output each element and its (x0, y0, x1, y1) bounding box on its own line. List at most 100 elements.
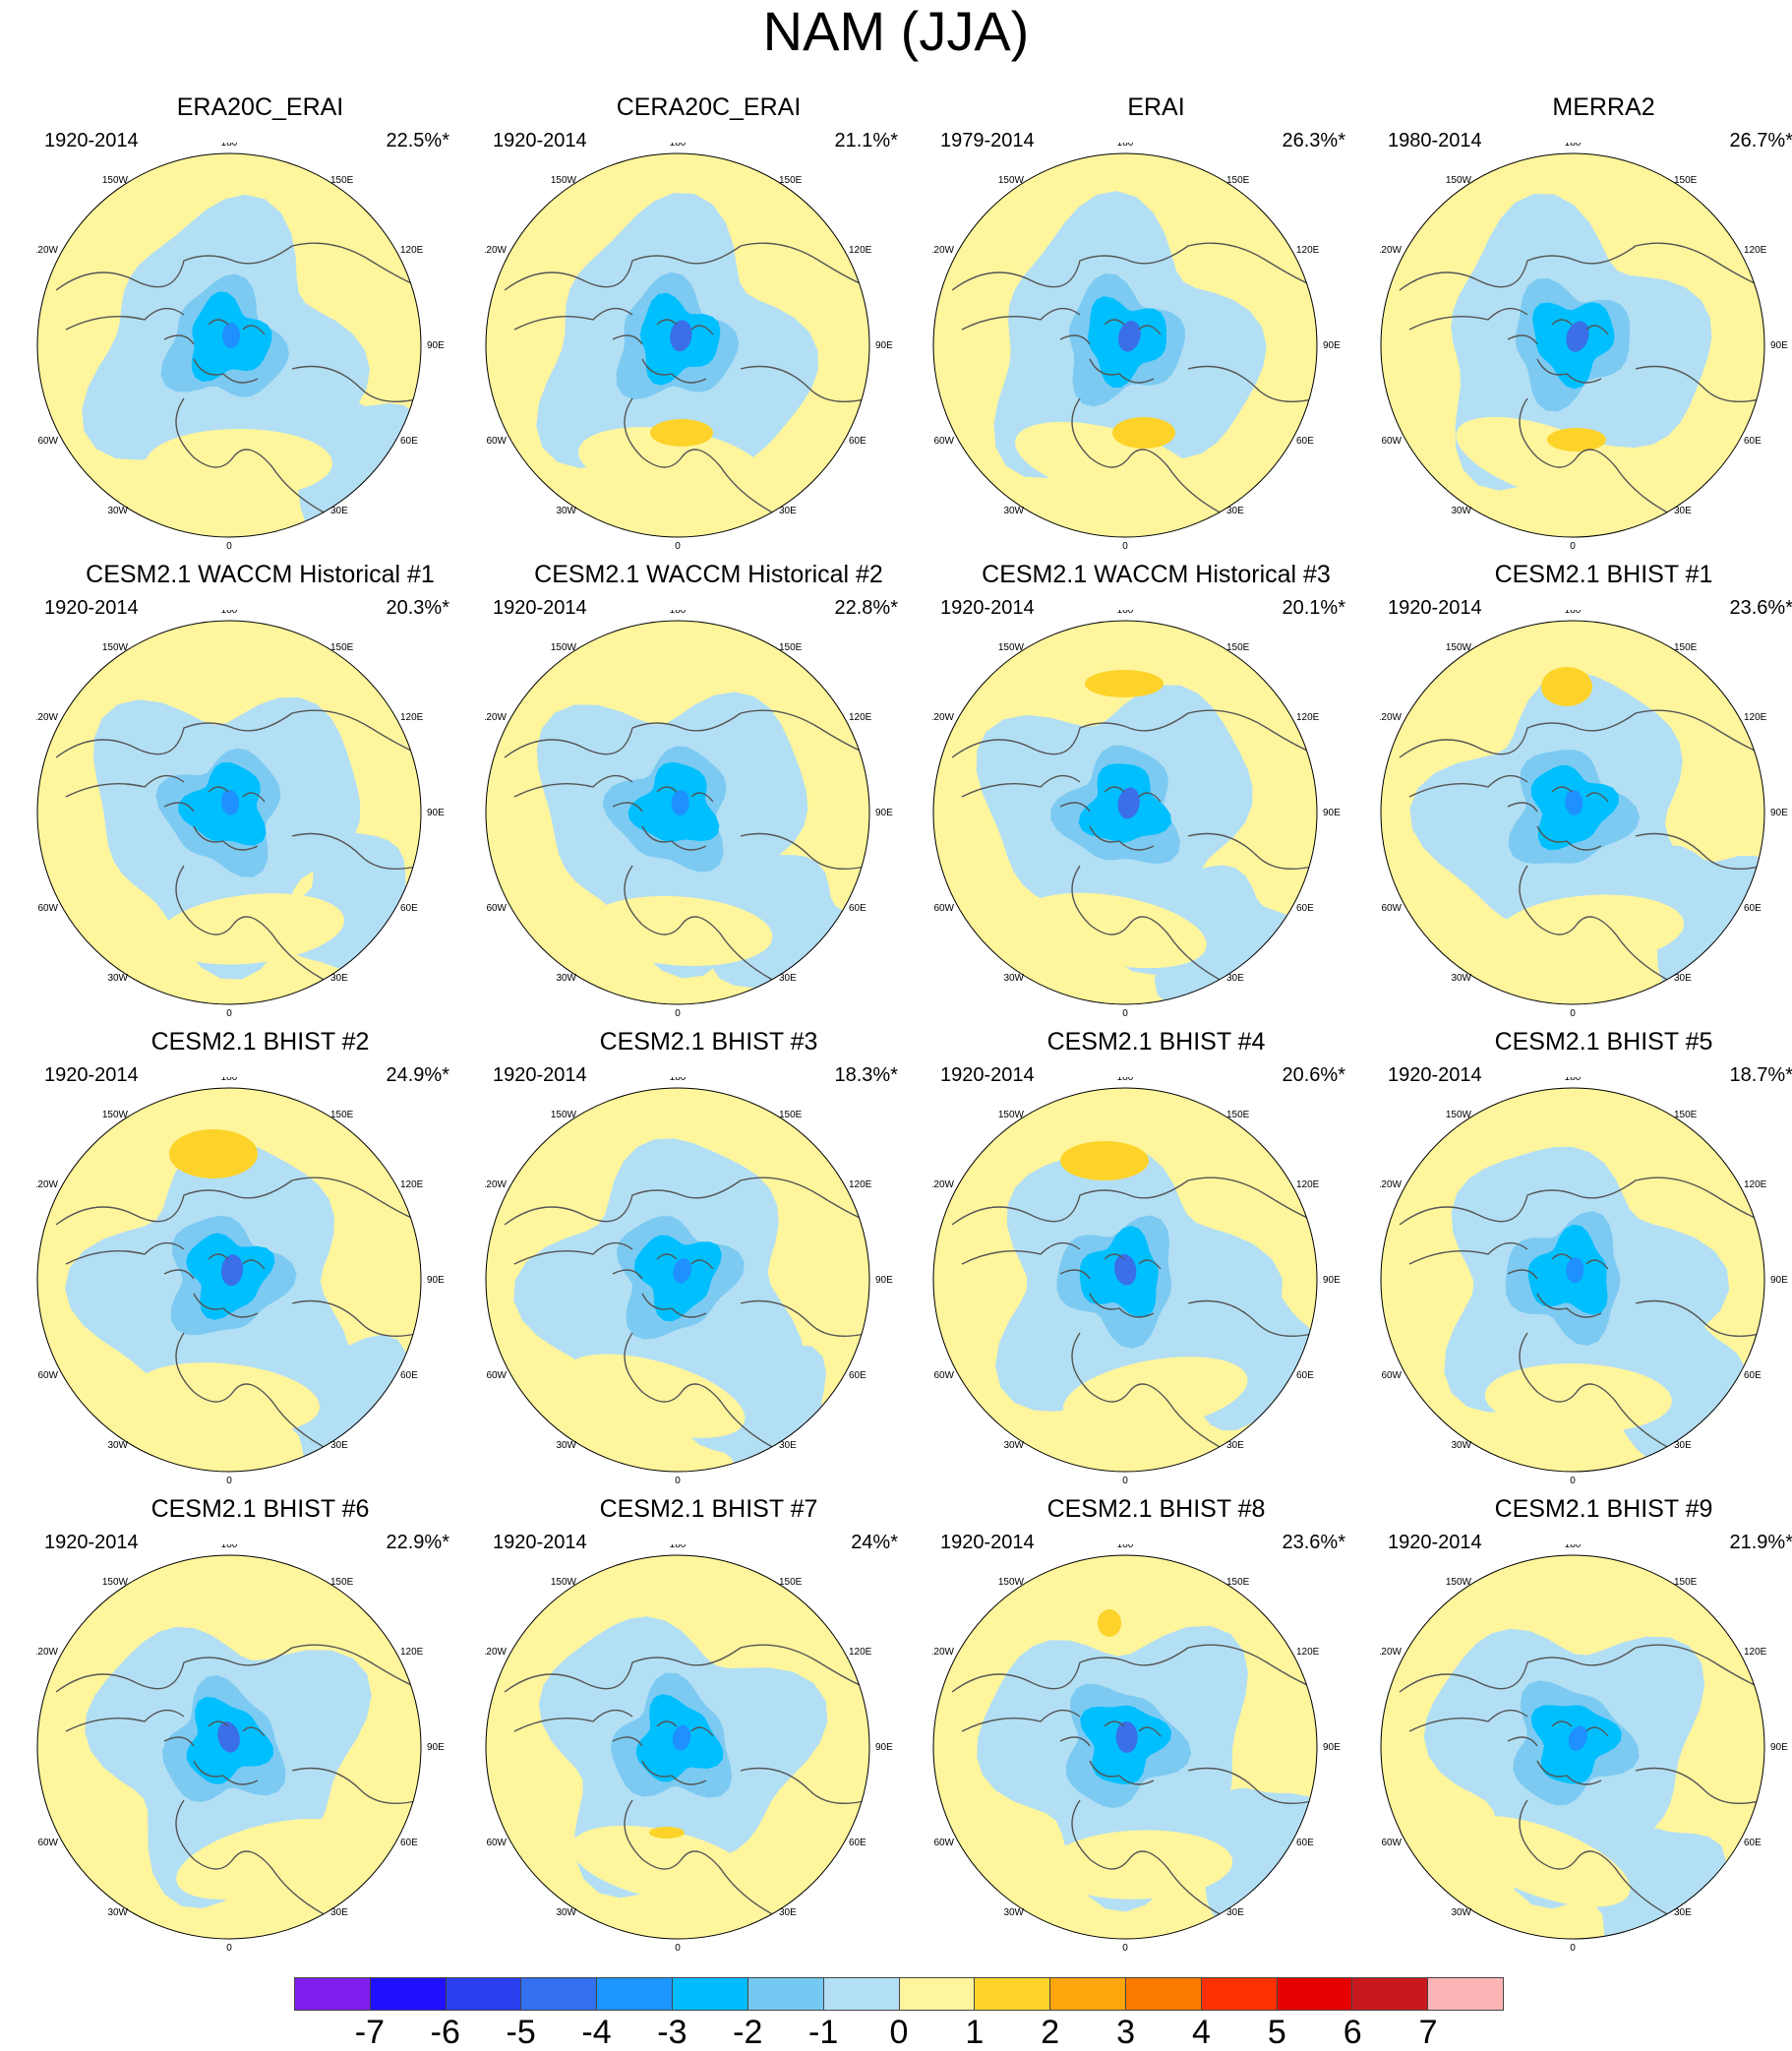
longitude-label: 150W (998, 1110, 1025, 1120)
positive-anomaly-center (1098, 1609, 1121, 1637)
panel-title: ERA20C_ERAI (36, 93, 484, 121)
longitude-label: 60E (849, 1370, 866, 1381)
longitude-label: 120W (1380, 1647, 1403, 1658)
longitude-label: 150W (102, 1110, 129, 1120)
longitude-label: 180 (221, 143, 238, 149)
longitude-label: 30E (779, 1440, 797, 1451)
polar-map: 180150E120E90E60E30E030W60W90W120W150W (485, 143, 898, 556)
longitude-label: 180 (1565, 143, 1582, 149)
negative-anomaly-center (222, 323, 240, 348)
longitude-label: 150W (998, 175, 1025, 186)
longitude-label: 0 (1122, 1943, 1128, 1954)
longitude-label: 60E (400, 1838, 418, 1848)
panel-title: ERAI (932, 93, 1380, 121)
positive-anomaly-center (649, 1827, 685, 1839)
colorbar-swatch (1125, 1977, 1201, 2011)
positive-anomaly-center (1112, 417, 1175, 449)
longitude-label: 120W (36, 1179, 59, 1190)
longitude-label: 60E (1744, 1370, 1762, 1381)
colorbar-swatch (520, 1977, 596, 2011)
colorbar-swatch (1351, 1977, 1427, 2011)
colorbar-label: 0 (890, 2015, 909, 2050)
longitude-label: 150E (779, 642, 803, 653)
longitude-label: 120E (1296, 712, 1320, 723)
longitude-label: 0 (1122, 541, 1128, 552)
longitude-label: 150E (330, 642, 354, 653)
longitude-label: 150W (1446, 175, 1472, 186)
colorbar-swatch (1049, 1977, 1125, 2011)
longitude-label: 150E (1674, 175, 1698, 186)
colorbar-swatch (1201, 1977, 1277, 2011)
panel-title: CESM2.1 BHIST #4 (932, 1028, 1380, 1056)
colorbar-label: -6 (431, 2015, 460, 2050)
longitude-label: 150E (1226, 175, 1250, 186)
longitude-label: 0 (226, 541, 232, 552)
longitude-label: 60W (933, 1838, 954, 1848)
longitude-label: 60W (1381, 903, 1402, 914)
longitude-label: 90E (875, 1742, 893, 1753)
longitude-label: 0 (1570, 541, 1576, 552)
polar-map: 180150E120E90E60E30E030W60W90W120W150W (932, 610, 1345, 1023)
colorbar-label: -2 (733, 2015, 762, 2050)
longitude-label: 120W (932, 245, 955, 256)
longitude-label: 120E (400, 712, 424, 723)
longitude-label: 120E (1744, 1179, 1767, 1190)
longitude-label: 90E (1323, 808, 1341, 818)
longitude-label: 60E (1296, 903, 1314, 914)
longitude-label: 150W (102, 642, 129, 653)
longitude-label: 120E (400, 1179, 424, 1190)
longitude-label: 30W (556, 1907, 576, 1918)
longitude-label: 0 (1570, 1008, 1576, 1019)
longitude-label: 150E (330, 175, 354, 186)
longitude-label: 120W (485, 1647, 508, 1658)
longitude-label: 150E (330, 1110, 354, 1120)
longitude-label: 180 (1117, 143, 1134, 149)
colorbar-label: -7 (355, 2015, 385, 2050)
polar-map: 180150E120E90E60E30E030W60W90W120W150W (932, 1544, 1345, 1958)
positive-anomaly-center (1547, 428, 1606, 452)
longitude-label: 120W (1380, 712, 1403, 723)
polar-map: 180150E120E90E60E30E030W60W90W120W150W (932, 143, 1345, 556)
longitude-label: 30E (1674, 1907, 1692, 1918)
positive-anomaly-tongue (146, 429, 332, 498)
longitude-label: 60W (37, 903, 58, 914)
colorbar-swatch (1427, 1977, 1504, 2011)
longitude-label: 90E (1770, 1742, 1788, 1753)
colorbar-label: 1 (965, 2015, 984, 2050)
longitude-label: 180 (221, 1077, 238, 1083)
longitude-label: 30W (556, 506, 576, 516)
longitude-label: 30E (330, 973, 348, 984)
longitude-label: 30E (1674, 1440, 1692, 1451)
longitude-label: 150W (551, 1110, 577, 1120)
colorbar-label: 2 (1041, 2015, 1059, 2050)
polar-map: 180150E120E90E60E30E030W60W90W120W150W (485, 610, 898, 1023)
longitude-label: 60W (1381, 436, 1402, 447)
longitude-label: 180 (1117, 610, 1134, 616)
longitude-label: 0 (675, 1476, 681, 1486)
longitude-label: 150E (1226, 642, 1250, 653)
longitude-label: 150E (1674, 642, 1698, 653)
longitude-label: 150E (779, 1577, 803, 1588)
colorbar-swatch (899, 1977, 975, 2011)
longitude-label: 30W (107, 973, 128, 984)
longitude-label: 30E (1674, 973, 1692, 984)
longitude-label: 180 (1565, 1544, 1582, 1550)
longitude-label: 30W (556, 1440, 576, 1451)
longitude-label: 0 (1122, 1008, 1128, 1019)
longitude-label: 150E (779, 1110, 803, 1120)
longitude-label: 90E (427, 1275, 445, 1286)
longitude-label: 60E (1296, 1838, 1314, 1848)
panel-title: CESM2.1 BHIST #5 (1380, 1028, 1792, 1056)
positive-anomaly-center (169, 1129, 258, 1178)
colorbar-swatch (823, 1977, 899, 2011)
longitude-label: 90E (1323, 1742, 1341, 1753)
longitude-label: 0 (226, 1943, 232, 1954)
longitude-label: 120W (932, 1647, 955, 1658)
longitude-label: 150W (998, 1577, 1025, 1588)
